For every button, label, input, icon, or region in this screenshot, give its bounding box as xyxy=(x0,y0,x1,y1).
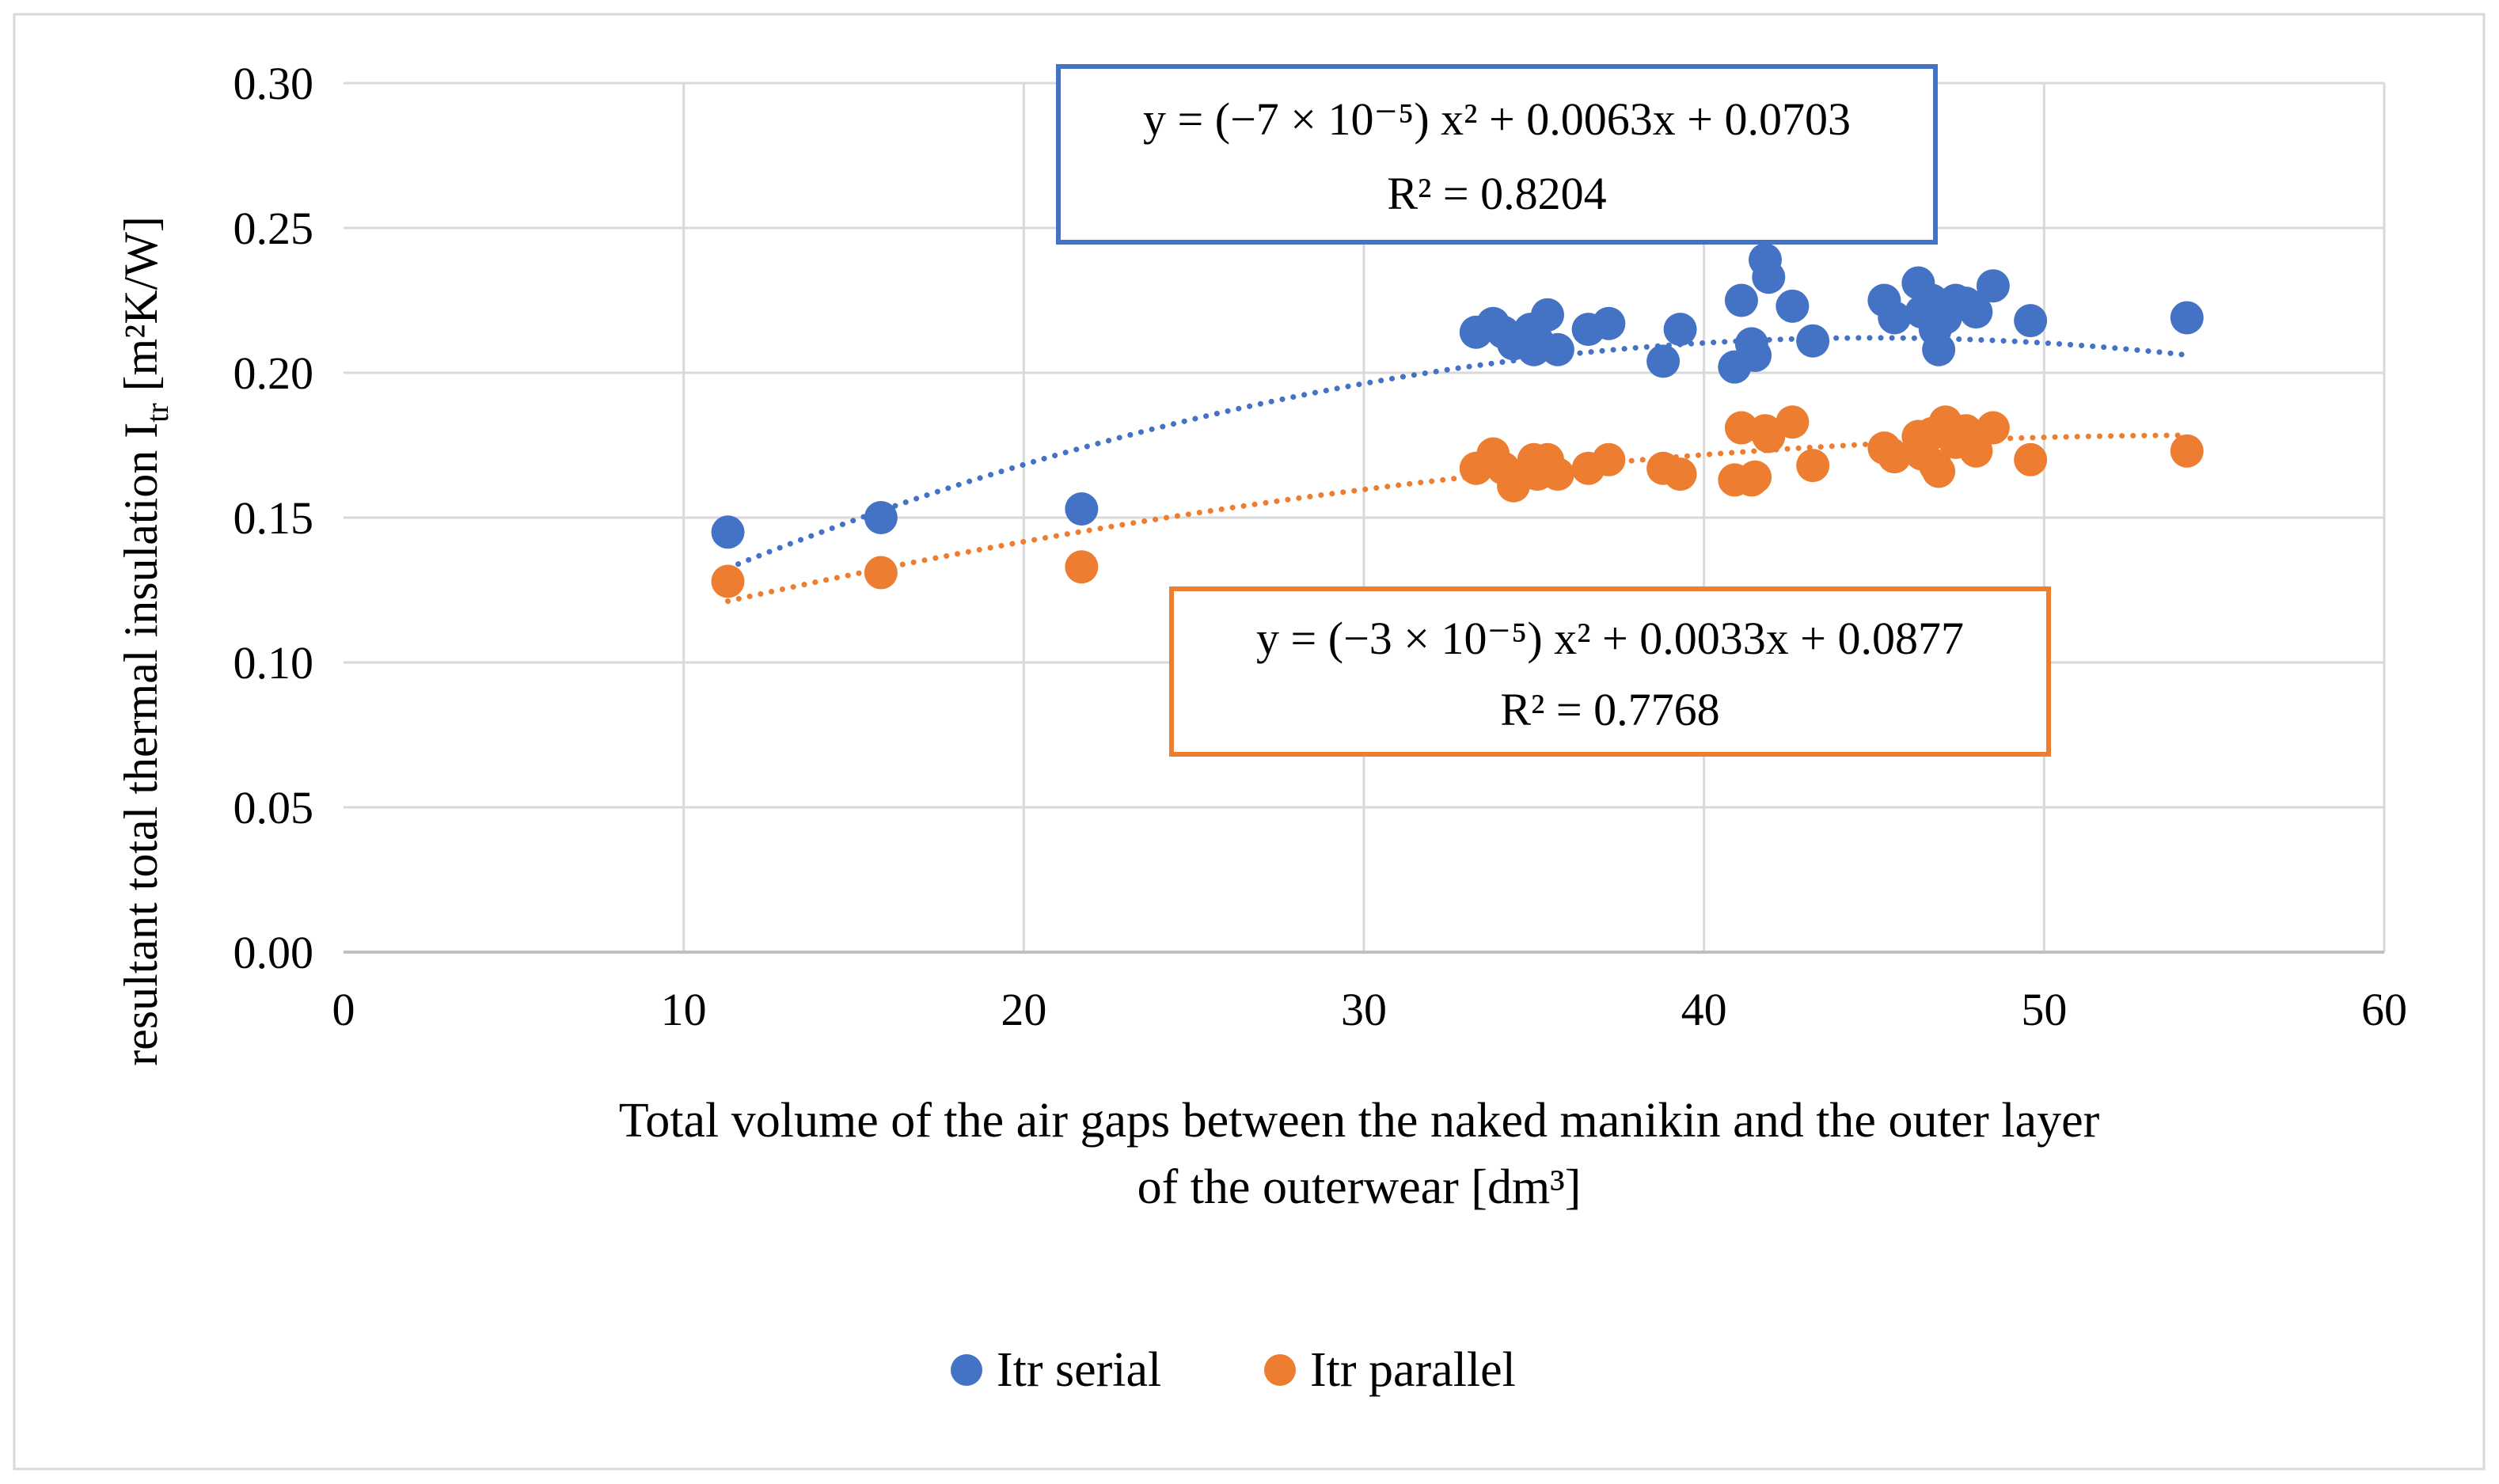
data-point-serial xyxy=(1738,339,1772,373)
gridlines xyxy=(344,82,2386,952)
y-tick-label: 0.00 xyxy=(234,927,314,978)
data-point-parallel xyxy=(1738,460,1772,494)
data-point-serial xyxy=(1976,269,2010,303)
x-axis-label-line-1: Total volume of the air gaps between the… xyxy=(619,1094,2100,1148)
data-point-serial xyxy=(1646,344,1681,378)
data-point-serial xyxy=(1592,306,1626,340)
y-tick-label: 0.25 xyxy=(234,203,314,254)
x-tick-label: 50 xyxy=(2021,984,2067,1035)
data-point-parallel xyxy=(1776,405,1810,439)
x-tick-label: 60 xyxy=(2361,984,2407,1035)
equation-serial: y = (−7 × 10⁻⁵) x² + 0.0063x + 0.0703 xyxy=(1143,93,1851,145)
equation-box-parallel: y = (−3 × 10⁻⁵) x² + 0.0033x + 0.0877 R²… xyxy=(1169,586,2051,757)
legend-label-serial: Itr serial xyxy=(997,1343,1161,1397)
data-point-parallel xyxy=(2014,442,2048,476)
data-point-parallel xyxy=(1065,550,1099,584)
data-point-parallel xyxy=(1878,440,1912,474)
data-point-serial xyxy=(711,515,745,549)
data-point-serial xyxy=(1776,289,1810,323)
data-point-parallel xyxy=(711,564,745,598)
x-tick-label: 0 xyxy=(332,984,355,1035)
y-axis-label-units: [m²K/W] xyxy=(115,216,167,403)
y-tick-label: 0.05 xyxy=(234,782,314,833)
legend: Itr serial Itr parallel xyxy=(951,1343,1516,1397)
r-squared-parallel: R² = 0.7768 xyxy=(1500,684,1719,735)
y-tick-label: 0.30 xyxy=(234,58,314,109)
legend-label-parallel: Itr parallel xyxy=(1310,1343,1516,1397)
x-tick-label: 40 xyxy=(1681,984,1727,1035)
data-point-parallel xyxy=(1976,411,2010,445)
equation-box-serial-border xyxy=(1056,64,1938,245)
equation-box-parallel-border xyxy=(1169,586,2051,757)
data-point-parallel xyxy=(1663,457,1697,492)
data-point-parallel xyxy=(1922,454,1956,488)
data-point-serial xyxy=(1959,295,1993,329)
data-point-parallel xyxy=(864,556,898,590)
y-axis-label-subscript: tr xyxy=(139,403,175,422)
data-point-serial xyxy=(2014,304,2048,338)
data-point-parallel xyxy=(2170,434,2204,468)
data-point-serial xyxy=(1752,260,1786,294)
y-tick-label: 0.20 xyxy=(234,347,314,399)
x-tick-label: 10 xyxy=(661,984,707,1035)
data-point-serial xyxy=(1065,492,1099,526)
y-axis-label: resultant total thermal insulation Itr [… xyxy=(115,216,175,1066)
data-point-serial xyxy=(1531,298,1565,332)
y-tick-label: 0.10 xyxy=(234,637,314,689)
tick-labels: 0 10 20 30 40 50 60 0.00 0.05 0.10 0.15 0.20 0.25 0.3… xyxy=(234,58,2408,1035)
y-axis-label-main: resultant total thermal insulation I xyxy=(115,423,167,1066)
x-tick-label: 20 xyxy=(1001,984,1046,1035)
data-point-parallel xyxy=(1592,442,1626,476)
x-tick-label: 30 xyxy=(1341,984,1387,1035)
legend-marker-parallel xyxy=(1264,1354,1296,1386)
legend-marker-serial xyxy=(951,1354,982,1386)
r-squared-serial: R² = 0.8204 xyxy=(1387,168,1606,219)
data-point-serial xyxy=(1796,324,1830,358)
data-point-parallel xyxy=(1796,449,1830,483)
equation-box-serial: y = (−7 × 10⁻⁵) x² + 0.0063x + 0.0703 R²… xyxy=(1056,64,1938,245)
data-point-serial xyxy=(1878,301,1912,335)
data-point-parallel xyxy=(1752,419,1786,454)
x-axis-label-line-2: of the outerwear [dm³] xyxy=(1137,1160,1582,1214)
data-point-serial xyxy=(2170,301,2204,335)
trendline-serial xyxy=(725,335,2190,571)
data-point-parallel xyxy=(1540,457,1574,492)
data-point-serial xyxy=(1540,332,1574,366)
y-tick-label: 0.15 xyxy=(234,492,314,544)
data-point-serial xyxy=(1663,313,1697,347)
data-point-serial xyxy=(864,501,898,534)
data-point-parallel xyxy=(1959,434,1993,468)
equation-parallel: y = (−3 × 10⁻⁵) x² + 0.0033x + 0.0877 xyxy=(1256,613,1964,664)
data-points xyxy=(711,243,2204,598)
data-point-serial xyxy=(1724,283,1758,317)
data-point-serial xyxy=(1922,332,1956,366)
